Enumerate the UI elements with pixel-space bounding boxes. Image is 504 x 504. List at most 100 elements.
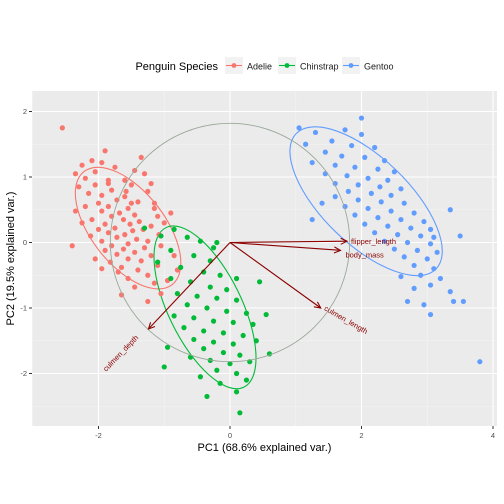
point-gentoo [414,247,420,253]
point-adelie [99,208,105,214]
y-tick-label: -1 [20,304,27,313]
point-adelie [122,232,128,238]
point-gentoo [319,200,325,206]
point-gentoo [355,182,361,188]
point-adelie [105,177,111,183]
point-gentoo [303,141,309,147]
point-gentoo [411,210,417,216]
point-adelie [120,246,127,252]
point-adelie [79,220,85,226]
point-chinstrap [220,349,227,356]
point-adelie [151,280,157,286]
y-axis-title: PC2 (19.5% explained var.) [5,192,17,326]
point-gentoo [381,238,388,244]
point-gentoo [362,221,368,227]
point-adelie [95,200,102,206]
point-gentoo [408,225,414,231]
point-adelie [89,216,95,223]
point-gentoo [398,216,404,223]
loading-label-flipper-length: flipper_length [351,237,396,246]
correlation-circle [109,122,351,363]
point-chinstrap [210,245,217,251]
point-adelie [125,241,131,247]
legend-key-adelie [225,57,243,74]
point-adelie [115,269,121,275]
point-chinstrap [184,302,190,308]
point-chinstrap [240,332,246,339]
point-chinstrap [263,311,269,318]
point-chinstrap [171,226,177,232]
point-chinstrap [224,308,230,314]
point-gentoo [427,241,434,247]
x-tick-label: 2 [359,431,363,440]
y-tick-label: 0 [23,238,27,247]
point-adelie [125,205,131,212]
point-gentoo [424,256,430,262]
point-chinstrap [204,305,210,311]
point-adelie [145,188,151,195]
point-adelie [86,190,92,196]
point-chinstrap [250,321,256,327]
point-gentoo [358,131,365,138]
point-gentoo [411,262,417,269]
arrow-body-mass [229,241,341,251]
point-chinstrap [230,341,236,347]
point-gentoo [309,159,315,166]
point-chinstrap [230,319,236,326]
x-tick-label: -2 [95,431,102,440]
point-adelie [128,200,134,206]
arrowhead-flipper-length [340,237,349,245]
point-gentoo [411,285,417,291]
point-chinstrap [171,313,177,319]
point-adelie [72,171,79,177]
point-adelie [171,253,177,259]
point-adelie [92,182,98,188]
point-chinstrap [174,290,180,297]
point-chinstrap [233,297,240,303]
point-gentoo [385,177,391,183]
point-chinstrap [217,380,223,386]
point-gentoo [447,207,453,213]
point-adelie [151,205,157,212]
point-adelie [102,247,108,253]
y-tick-label: 2 [23,107,27,116]
point-gentoo [431,266,437,272]
point-adelie [105,203,111,210]
point-gentoo [427,311,434,318]
point-gentoo [365,175,371,181]
point-gentoo [309,216,315,223]
point-adelie [168,210,174,216]
y-tick-label: -2 [20,369,27,378]
minor-gridlines [32,91,497,426]
point-chinstrap [161,364,167,370]
point-adelie [141,171,148,177]
point-gentoo [339,153,345,159]
point-chinstrap [220,330,227,336]
point-chinstrap [201,269,207,275]
point-adelie [148,253,154,259]
point-chinstrap [253,338,259,344]
point-chinstrap [191,315,197,321]
point-chinstrap [224,287,230,293]
point-gentoo [322,171,328,177]
point-chinstrap [227,361,233,367]
point-adelie [123,188,129,195]
point-adelie [102,148,108,154]
point-gentoo [450,298,457,305]
point-adelie [138,258,144,264]
point-gentoo [391,169,397,175]
point-adelie [132,284,138,290]
point-gentoo [375,166,381,172]
point-chinstrap [233,275,240,282]
point-chinstrap [201,328,207,334]
point-gentoo [381,158,388,164]
point-adelie [82,175,88,181]
point-adelie [130,228,136,234]
point-gentoo [344,173,350,179]
point-adelie [132,249,138,255]
plot-panel [32,91,497,426]
point-chinstrap [181,325,187,331]
point-adelie [114,234,120,240]
point-adelie [132,212,138,218]
